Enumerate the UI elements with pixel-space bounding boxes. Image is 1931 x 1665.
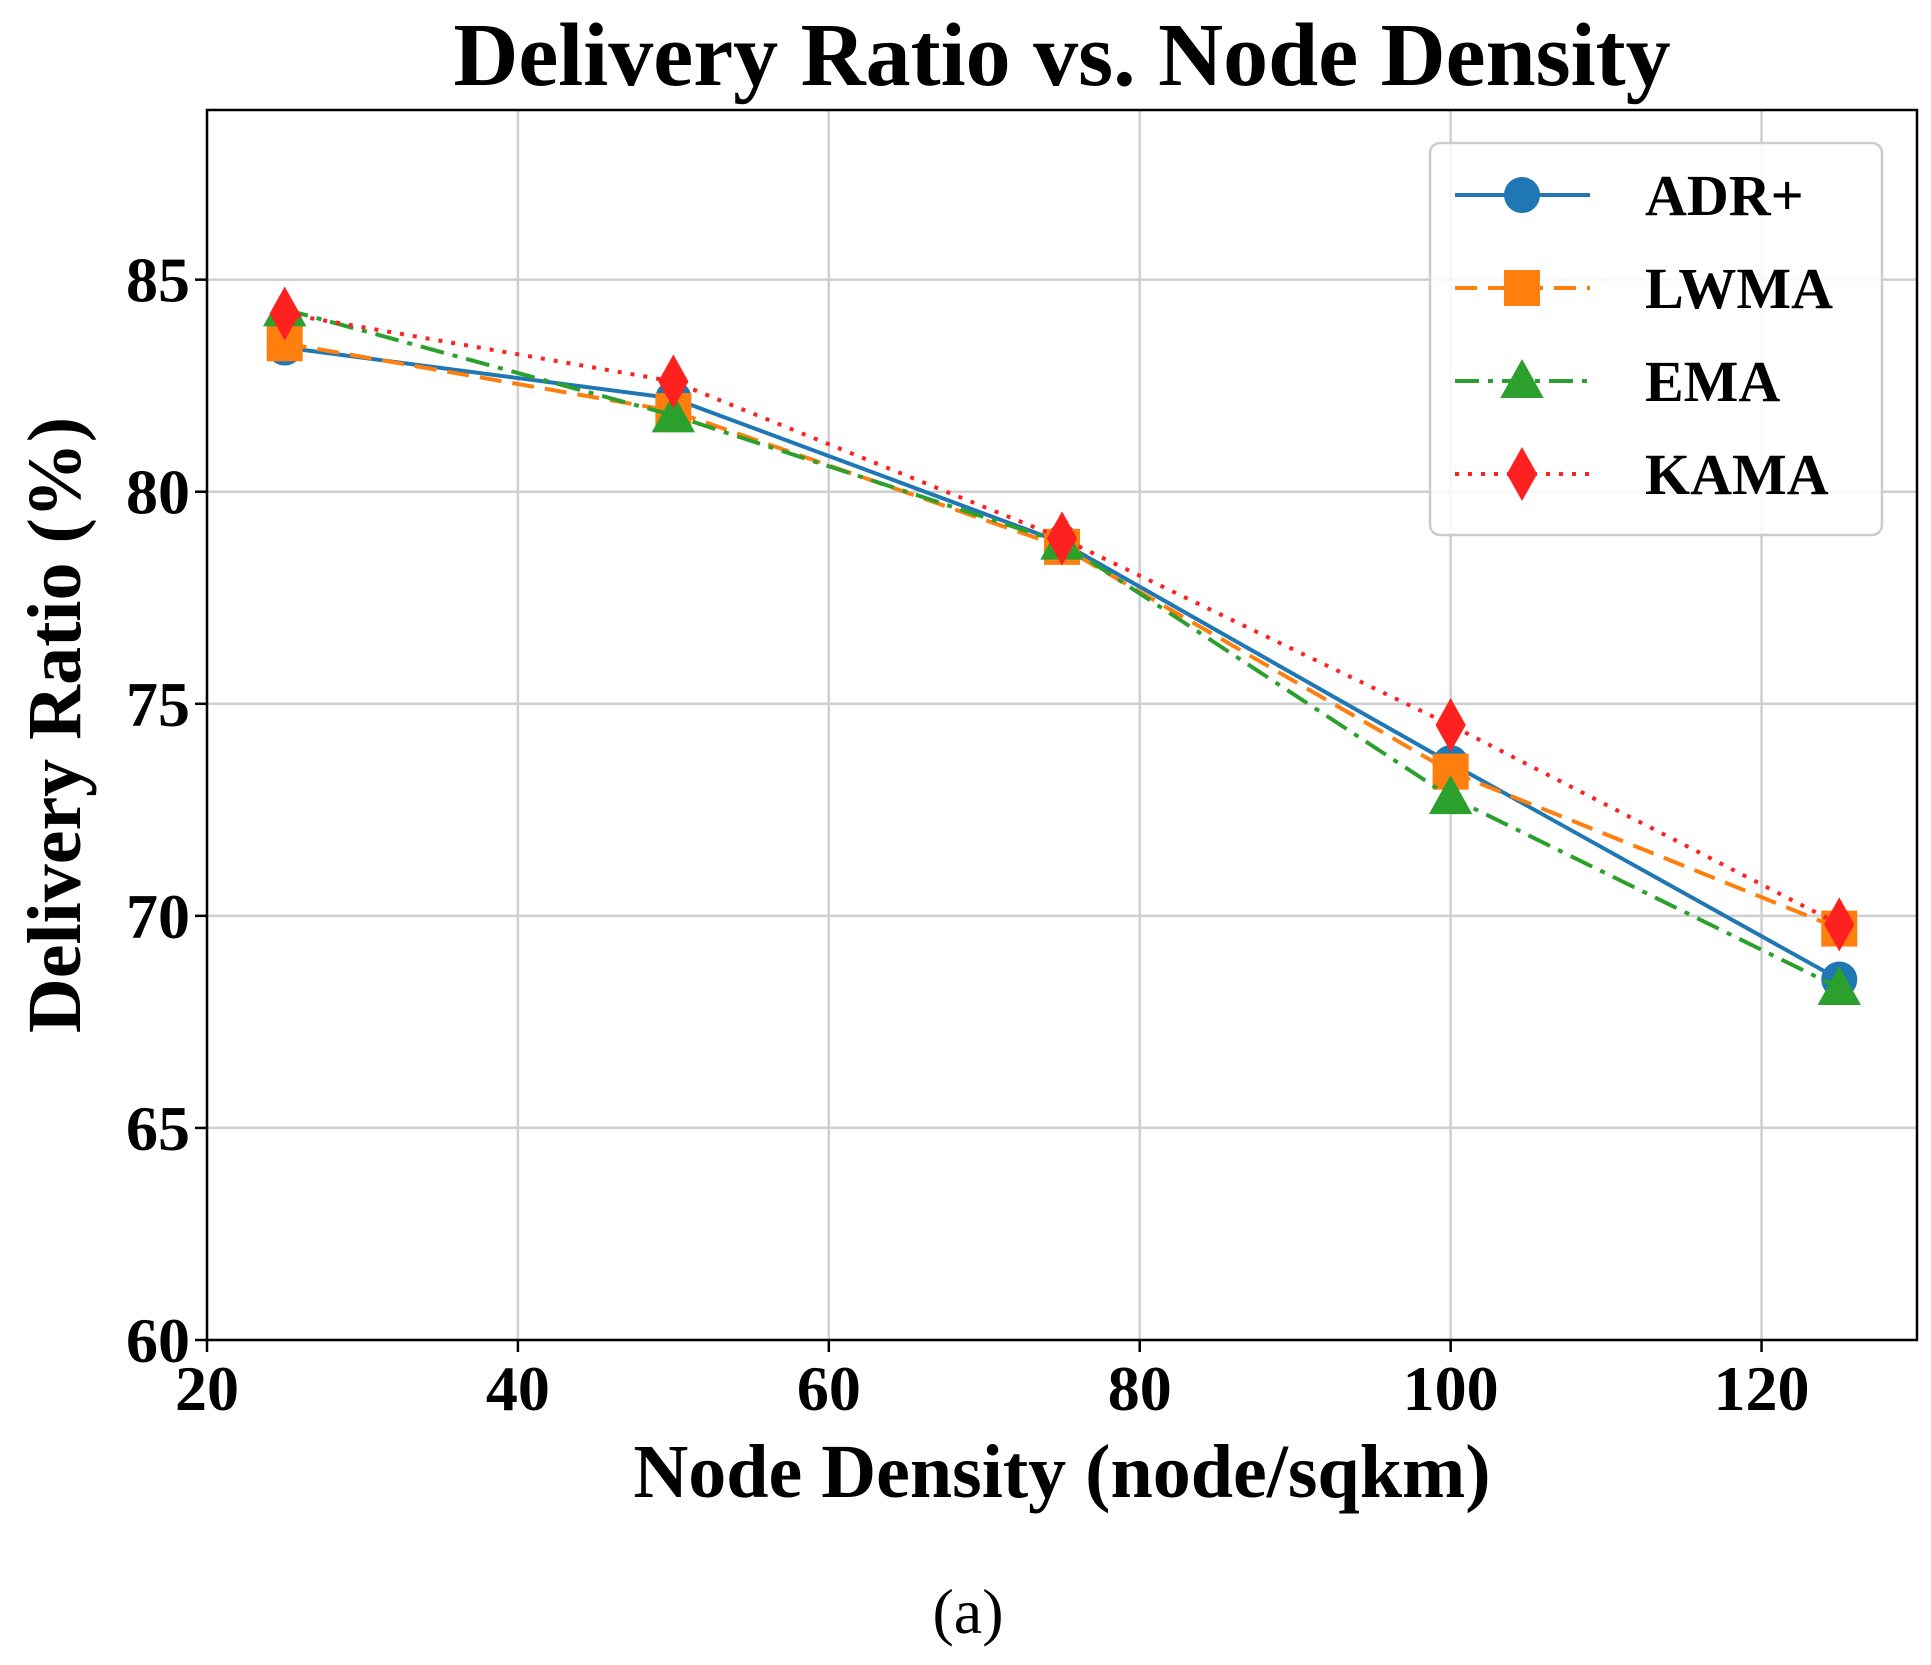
x-tick-label-100: 100 [1403, 1353, 1499, 1424]
tick-labels: 20 40 60 80 100 120 60 65 70 75 80 85 [126, 245, 1810, 1424]
legend-label-ema: EMA [1645, 349, 1780, 414]
legend-label-kama: KAMA [1645, 442, 1829, 507]
y-axis-label: Delivery Ratio (%) [13, 417, 97, 1033]
legend: ADR+ LWMA EMA KAMA [1428, 141, 1884, 537]
series-kama [269, 286, 1855, 952]
legend-item-adr: ADR+ [1455, 163, 1804, 228]
y-tick-label-75: 75 [126, 669, 190, 740]
legend-item-ema: EMA [1455, 349, 1780, 414]
y-tick-label-80: 80 [126, 457, 190, 528]
x-tick-label-120: 120 [1714, 1353, 1810, 1424]
point-kama-75 [1046, 511, 1078, 566]
point-ema-100 [1428, 775, 1473, 815]
legend-item-lwma: LWMA [1455, 256, 1833, 321]
legend-marker-adr [1504, 177, 1540, 213]
y-tick-label-60: 60 [126, 1305, 190, 1376]
legend-item-kama: KAMA [1455, 442, 1829, 507]
series-line-kama [284, 311, 1841, 927]
plot-frame [205, 108, 1919, 1342]
x-tick-label-80: 80 [1108, 1353, 1172, 1424]
x-tick-label-20: 20 [175, 1353, 239, 1424]
legend-marker-kama [1506, 446, 1538, 502]
y-tick-label-65: 65 [126, 1093, 190, 1164]
data-series [263, 286, 1861, 1005]
point-kama-25 [269, 286, 300, 341]
legend-label-lwma: LWMA [1645, 256, 1833, 321]
chart-title: Delivery Ratio vs. Node Density [453, 6, 1670, 105]
y-tick-label-70: 70 [126, 881, 190, 952]
legend-box [1428, 141, 1884, 537]
x-axis-label: Node Density (node/sqkm) [633, 1430, 1490, 1514]
point-kama-125 [1824, 897, 1855, 952]
point-ema-50 [651, 393, 696, 433]
figure-caption: (a) [932, 1576, 1003, 1647]
point-kama-50 [658, 354, 689, 409]
legend-marker-ema [1500, 358, 1544, 398]
legend-label-adr: ADR+ [1645, 163, 1804, 228]
x-tick-label-60: 60 [797, 1353, 861, 1424]
x-tick-label-40: 40 [486, 1353, 550, 1424]
legend-marker-lwma [1504, 270, 1540, 306]
y-tick-label-85: 85 [126, 245, 190, 316]
point-ema-125 [1817, 965, 1861, 1005]
point-kama-100 [1435, 697, 1466, 753]
